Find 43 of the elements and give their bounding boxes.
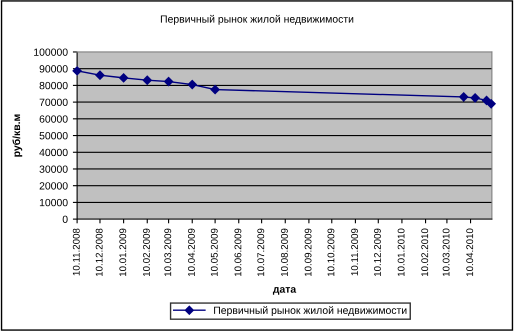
chart-title: Первичный рынок жилой недвижимости [160, 14, 354, 25]
x-tick-label: 10.07.2009 [257, 228, 264, 276]
x-tick-label: 10.09.2009 [304, 228, 312, 276]
x-tick-label: 10.03.2009 [164, 228, 172, 276]
point [470, 93, 480, 103]
point [164, 76, 174, 86]
x-tick-label: 10.05.2009 [210, 228, 218, 276]
point [210, 84, 220, 94]
point [95, 70, 105, 80]
x-tick-label: 10.08.2009 [280, 228, 288, 276]
y-tick-label: 50000 [40, 132, 68, 140]
x-tick-label: 10.04.2009 [188, 228, 195, 276]
x-tick-label: 10.06.2009 [234, 228, 242, 276]
x-tick-label: 10.03.2010 [442, 228, 450, 276]
x-tick-label: 10.01.2009 [119, 228, 126, 276]
x-tick-label: 10.02.2010 [421, 228, 428, 276]
x-axis-title: дата [272, 287, 296, 295]
y-axis-title: руб/кв.м [12, 114, 22, 157]
y-tick-label: 80000 [40, 82, 68, 90]
x-tick-label: 10.02.2009 [142, 228, 150, 276]
x-tick-label: 10.10.2009 [328, 228, 334, 276]
y-tick-label: 60000 [40, 115, 68, 123]
point [142, 76, 152, 85]
point [188, 80, 197, 90]
y-tick-label: 70000 [40, 98, 68, 106]
legend-label: Первичный рынок жилой недвижимости [214, 306, 406, 316]
x-tick-label: 10.01.2010 [398, 228, 405, 276]
x-tick-label: 10.12.2009 [374, 228, 381, 276]
y-tick-label: 30000 [40, 165, 68, 173]
y-tick-label: 40000 [39, 148, 68, 156]
y-tick-label: 0 [62, 216, 68, 223]
x-tick-label: 10.12.2008 [96, 228, 103, 276]
x-tick-label: 10.04.2010 [466, 228, 474, 276]
point [459, 92, 468, 102]
point [118, 73, 128, 82]
x-tick-label: 10.11.2008 [72, 228, 80, 276]
y-tick-label: 10000 [40, 198, 68, 206]
y-tick-label: 100000 [34, 48, 68, 56]
point [72, 66, 82, 76]
point [486, 99, 496, 108]
y-tick-label: 20000 [40, 182, 68, 190]
y-tick-label: 90000 [40, 65, 68, 73]
x-tick-label: 10.11.2009 [351, 228, 358, 276]
